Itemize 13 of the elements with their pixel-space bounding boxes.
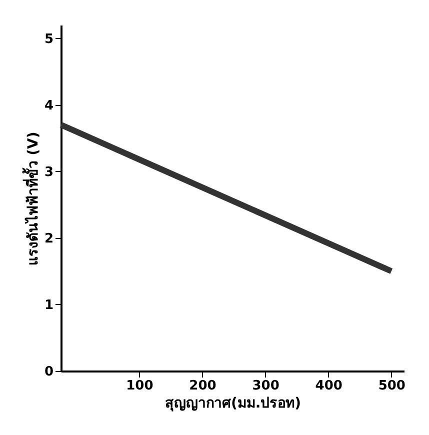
y-tick-label: 2 [44,231,54,246]
x-tick-label: 100 [126,378,154,394]
x-tick-label: 300 [252,378,280,394]
x-axis-title: สุญญากาศ(มม.ปรอท) [164,396,302,412]
x-tick-label: 400 [315,378,342,394]
y-tick-label: 0 [44,364,54,380]
y-tick-label: 4 [44,98,54,114]
y-tick-label: 1 [44,298,54,313]
y-axis-title: แรงดันไฟฟ้าที่ขั้ว (V) [21,132,42,266]
x-tick-label: 200 [189,378,216,394]
y-tick-label: 3 [44,164,54,180]
x-tick-label: 500 [378,378,406,394]
y-tick-label: 5 [44,32,54,47]
